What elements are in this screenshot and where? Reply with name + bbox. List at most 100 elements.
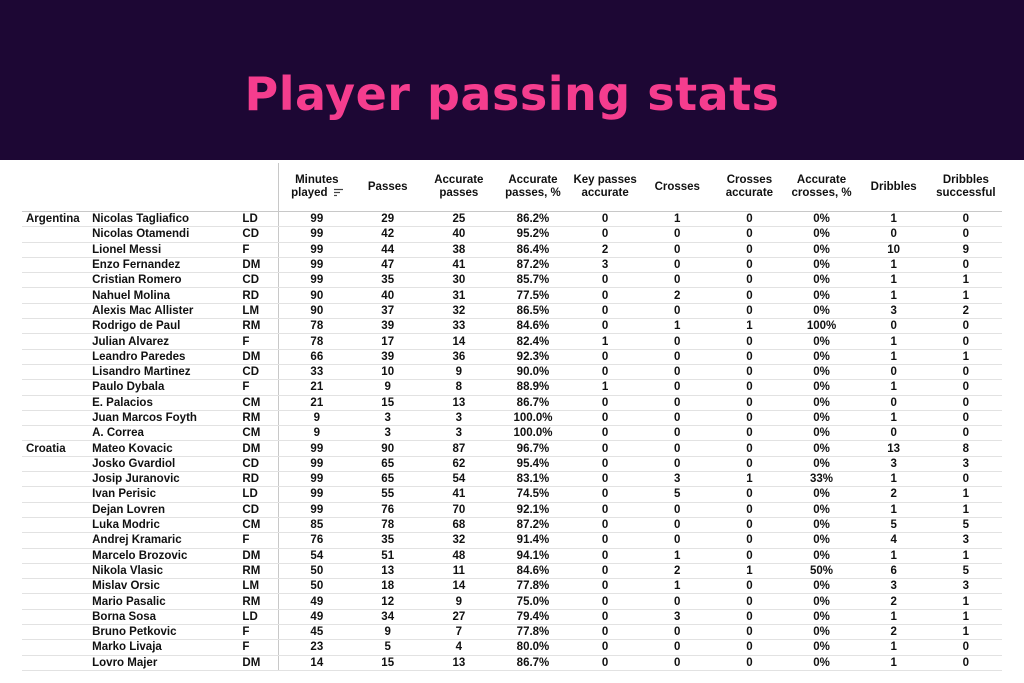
position-cell: F	[238, 333, 279, 350]
team-cell	[22, 287, 89, 304]
stat-cell-4: 0	[569, 471, 642, 488]
header-player	[88, 163, 239, 212]
stat-cell-1: 40	[354, 287, 421, 304]
stat-cell-8: 2	[857, 624, 930, 641]
stat-cell-1: 78	[354, 517, 421, 534]
stat-cell-1: 51	[354, 548, 421, 564]
stat-cell-4: 0	[569, 425, 642, 442]
position-cell: F	[238, 242, 279, 258]
team-cell	[22, 593, 89, 610]
stat-cell-4: 0	[569, 639, 642, 656]
stat-cell-2: 7	[420, 624, 497, 641]
stat-cell-3: 86.7%	[496, 655, 570, 671]
position-cell: CD	[238, 456, 279, 473]
team-cell	[22, 395, 89, 411]
stat-cell-2: 38	[420, 242, 497, 258]
stat-cell-7: 0%	[785, 226, 858, 243]
column-header-0[interactable]: Minutes played	[277, 163, 355, 212]
stat-cell-3: 77.5%	[496, 287, 570, 304]
stat-cell-7: 0%	[785, 287, 858, 304]
stat-cell-3: 86.5%	[496, 303, 570, 320]
stat-cell-5: 0	[641, 624, 714, 641]
stat-cell-4: 0	[569, 440, 642, 457]
column-header-3[interactable]: Accurate passes, %	[496, 163, 570, 212]
column-header-label: Dribbles	[870, 180, 917, 193]
stat-cell-4: 0	[569, 502, 642, 518]
stat-cell-8: 2	[857, 593, 930, 610]
column-header-label: Accurate crosses, %	[791, 174, 852, 199]
column-header-5[interactable]: Crosses	[641, 163, 714, 212]
stat-cell-3: 80.0%	[496, 639, 570, 656]
table-row: Ivan Perisic LD 99 55 41 74.5% 0 5 0 0% 2 1	[22, 486, 1002, 503]
stat-cell-6: 0	[713, 532, 786, 549]
stat-cell-2: 13	[420, 655, 497, 671]
team-cell	[22, 502, 89, 518]
table-row: Mario Pasalic RM 49 12 9 75.0% 0 0 0 0% 2 1	[22, 593, 1002, 610]
column-header-label: Minutes played	[291, 174, 339, 199]
stat-cell-4: 0	[569, 486, 642, 503]
team-cell	[22, 639, 89, 656]
column-header-4[interactable]: Key passes accurate	[569, 163, 642, 212]
stat-cell-3: 77.8%	[496, 578, 570, 595]
team-cell	[22, 364, 89, 381]
stat-cell-3: 92.1%	[496, 502, 570, 518]
table-row: Marko Livaja F 23 5 4 80.0% 0 0 0 0% 1 0	[22, 639, 1002, 656]
stat-cell-6: 0	[713, 425, 786, 442]
position-cell: DM	[238, 349, 279, 365]
column-header-2[interactable]: Accurate passes	[420, 163, 497, 212]
column-header-label: Passes	[367, 180, 408, 193]
stat-cell-5: 0	[641, 456, 714, 473]
stat-cell-0: 99	[277, 440, 355, 457]
stat-cell-6: 0	[713, 257, 786, 274]
team-cell	[22, 257, 89, 274]
stat-cell-8: 1	[857, 379, 930, 396]
stat-cell-8: 1	[857, 211, 930, 228]
position-cell: RD	[238, 287, 279, 304]
stat-cell-7: 0%	[785, 211, 858, 228]
stat-cell-8: 1	[857, 639, 930, 656]
stat-cell-9: 1	[929, 502, 1002, 518]
stat-cell-8: 3	[857, 303, 930, 320]
column-header-8[interactable]: Dribbles	[857, 163, 930, 212]
team-cell	[22, 486, 89, 503]
stat-cell-3: 94.1%	[496, 548, 570, 564]
stat-cell-5: 0	[641, 410, 714, 427]
stat-cell-8: 0	[857, 395, 930, 411]
stats-table-container: Minutes played Passes Accurate passes Accur…	[22, 163, 1002, 671]
column-header-7[interactable]: Accurate crosses, %	[785, 163, 858, 212]
stat-cell-3: 91.4%	[496, 532, 570, 549]
stat-cell-9: 8	[929, 440, 1002, 457]
stat-cell-9: 2	[929, 303, 1002, 320]
position-cell: F	[238, 639, 279, 656]
stat-cell-4: 0	[569, 532, 642, 549]
stat-cell-5: 1	[641, 211, 714, 228]
column-header-label: Dribbles successful	[936, 174, 996, 199]
stat-cell-6: 0	[713, 486, 786, 503]
stat-cell-2: 70	[420, 502, 497, 518]
stat-cell-0: 99	[277, 502, 355, 518]
column-header-1[interactable]: Passes	[354, 163, 421, 212]
stat-cell-0: 99	[277, 456, 355, 473]
player-name-cell: Borna Sosa	[88, 609, 239, 626]
team-cell	[22, 303, 89, 320]
stat-cell-3: 86.7%	[496, 395, 570, 411]
stat-cell-6: 0	[713, 349, 786, 365]
player-name-cell: Paulo Dybala	[88, 379, 239, 396]
stat-cell-4: 0	[569, 456, 642, 473]
stat-cell-4: 1	[569, 333, 642, 350]
stat-cell-6: 0	[713, 639, 786, 656]
sort-descending-icon[interactable]	[333, 188, 343, 197]
stat-cell-3: 86.4%	[496, 242, 570, 258]
stat-cell-4: 0	[569, 318, 642, 335]
column-header-6[interactable]: Crosses accurate	[713, 163, 786, 212]
team-cell: Argentina	[22, 211, 89, 228]
stat-cell-9: 0	[929, 364, 1002, 381]
header-position	[238, 163, 279, 212]
position-cell: DM	[238, 548, 279, 564]
column-header-9[interactable]: Dribbles successful	[929, 163, 1002, 212]
position-cell: RM	[238, 563, 279, 580]
table-header: Minutes played Passes Accurate passes Accur…	[22, 163, 1002, 212]
stat-cell-8: 13	[857, 440, 930, 457]
table-row: Croatia Mateo Kovacic DM 99 90 87 96.7% 0 0 0 0% 13…	[22, 440, 1002, 457]
stat-cell-2: 9	[420, 364, 497, 381]
